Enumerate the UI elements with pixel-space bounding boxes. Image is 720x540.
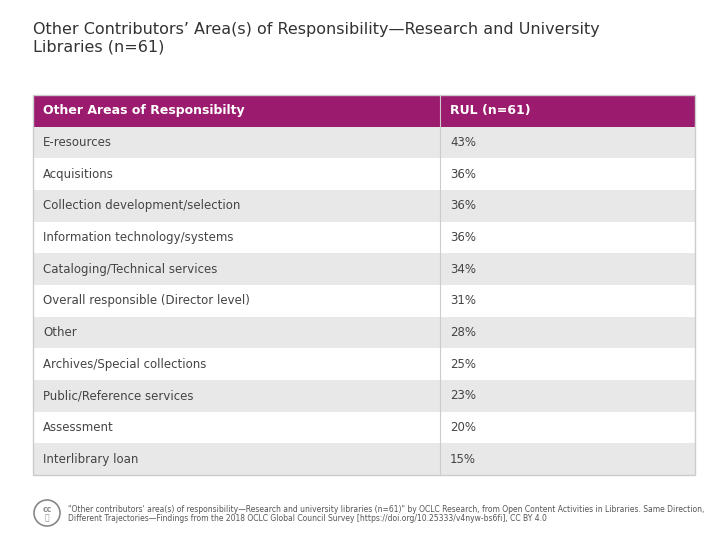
Text: Collection development/selection: Collection development/selection: [43, 199, 240, 212]
Bar: [33, 221, 440, 253]
Bar: [440, 190, 695, 221]
Bar: [33, 95, 440, 127]
Text: Acquisitions: Acquisitions: [43, 167, 114, 181]
Text: Other: Other: [43, 326, 77, 339]
Text: Other Areas of Responsibilty: Other Areas of Responsibilty: [43, 104, 245, 117]
Text: 36%: 36%: [450, 231, 476, 244]
Text: 25%: 25%: [450, 357, 476, 370]
Text: E-resources: E-resources: [43, 136, 112, 149]
Bar: [33, 285, 440, 316]
Bar: [440, 95, 695, 127]
Text: Public/Reference services: Public/Reference services: [43, 389, 194, 402]
Bar: [33, 380, 440, 411]
Text: 28%: 28%: [450, 326, 476, 339]
Text: Assessment: Assessment: [43, 421, 114, 434]
Bar: [440, 253, 695, 285]
Bar: [33, 316, 440, 348]
Text: cc: cc: [42, 504, 52, 514]
Bar: [33, 95, 695, 475]
Text: Libraries (n=61): Libraries (n=61): [33, 40, 164, 55]
Text: Ⓢ: Ⓢ: [45, 514, 49, 523]
Text: 34%: 34%: [450, 262, 476, 275]
Bar: [440, 411, 695, 443]
Text: Cataloging/Technical services: Cataloging/Technical services: [43, 262, 217, 275]
Text: 15%: 15%: [450, 453, 476, 465]
Text: Overall responsible (Director level): Overall responsible (Director level): [43, 294, 250, 307]
Bar: [33, 253, 440, 285]
Bar: [440, 285, 695, 316]
Bar: [440, 127, 695, 158]
Text: Information technology/systems: Information technology/systems: [43, 231, 233, 244]
Bar: [33, 348, 440, 380]
Text: 43%: 43%: [450, 136, 476, 149]
Bar: [440, 348, 695, 380]
Bar: [33, 411, 440, 443]
Text: Different Trajectories—Findings from the 2018 OCLC Global Council Survey [https:: Different Trajectories—Findings from the…: [68, 514, 547, 523]
Bar: [440, 380, 695, 411]
Text: 31%: 31%: [450, 294, 476, 307]
Bar: [33, 127, 440, 158]
Bar: [440, 221, 695, 253]
Text: Interlibrary loan: Interlibrary loan: [43, 453, 138, 465]
Text: RUL (n=61): RUL (n=61): [450, 104, 531, 117]
Bar: [33, 190, 440, 221]
Text: 23%: 23%: [450, 389, 476, 402]
Text: Archives/Special collections: Archives/Special collections: [43, 357, 207, 370]
Text: Other Contributors’ Area(s) of Responsibility—Research and University: Other Contributors’ Area(s) of Responsib…: [33, 22, 600, 37]
Text: 36%: 36%: [450, 199, 476, 212]
Bar: [440, 443, 695, 475]
Text: "Other contributors' area(s) of responsibility—Research and university libraries: "Other contributors' area(s) of responsi…: [68, 505, 704, 514]
Text: 36%: 36%: [450, 167, 476, 181]
Bar: [440, 316, 695, 348]
Text: 20%: 20%: [450, 421, 476, 434]
Bar: [33, 158, 440, 190]
Bar: [33, 443, 440, 475]
Bar: [440, 158, 695, 190]
